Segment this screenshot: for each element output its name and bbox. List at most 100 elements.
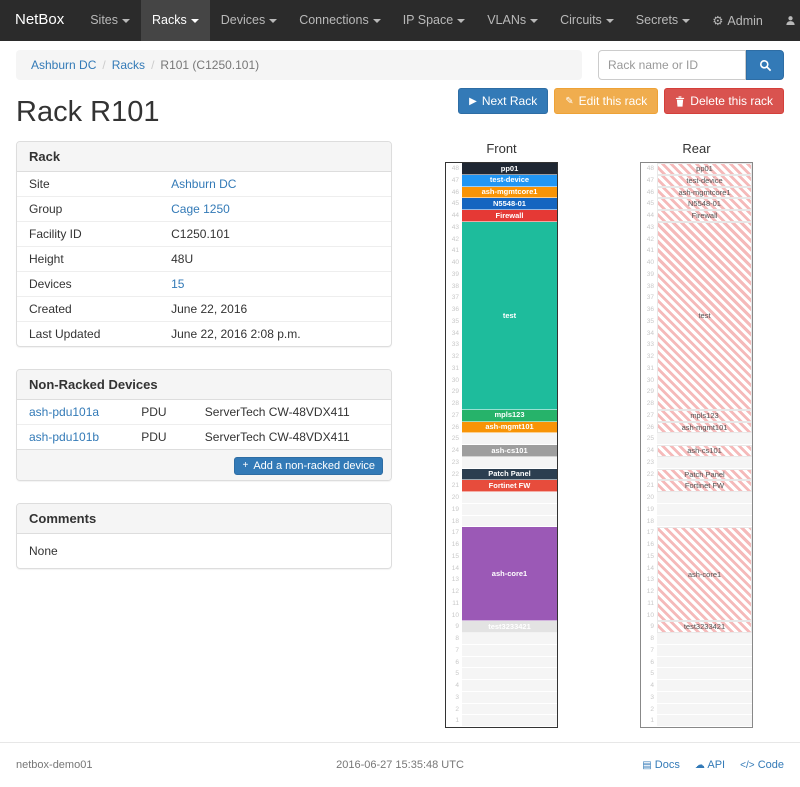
nav-item-racks[interactable]: Racks	[141, 0, 210, 41]
nav-item-vlans[interactable]: VLANs	[476, 0, 549, 41]
rack-device-ash-mgmt101[interactable]: ash-mgmt101	[462, 422, 557, 434]
unit-number: 32	[446, 351, 462, 363]
rack-device-firewall[interactable]: Firewall	[657, 210, 752, 222]
nav-item-label: Secrets	[636, 13, 678, 27]
unit-number: 25	[446, 433, 462, 445]
add-non-racked-button[interactable]: + Add a non-racked device	[234, 457, 383, 475]
gear-icon: ⚙	[712, 13, 723, 28]
caret-down-icon	[373, 19, 381, 23]
unit-number: 16	[446, 539, 462, 551]
rack-device-test-device[interactable]: test-device	[657, 175, 752, 187]
attr-value-link[interactable]: Cage 1250	[171, 202, 230, 216]
page-title: Rack R101	[16, 96, 458, 129]
nav-item-label: VLANs	[487, 13, 526, 27]
nav-item-secrets[interactable]: Secrets	[625, 0, 701, 41]
timestamp: 2016-06-27 15:35:48 UTC	[216, 759, 584, 771]
unit-number: 2	[641, 704, 657, 716]
unit-number: 29	[641, 386, 657, 398]
attr-value-link[interactable]: 15	[171, 277, 184, 291]
attr-value: C1250.101	[159, 222, 391, 247]
nav-item-circuits[interactable]: Circuits	[549, 0, 625, 41]
brand[interactable]: NetBox	[0, 0, 79, 41]
docs-link[interactable]: ▤ Docs	[642, 759, 680, 771]
breadcrumb-item-r101-c1250-101-: R101 (C1250.101)	[160, 58, 259, 72]
caret-down-icon	[682, 19, 690, 23]
unit-number: 20	[641, 492, 657, 504]
empty-unit	[462, 692, 557, 704]
rack-device-fortinet-fw[interactable]: Fortinet FW	[657, 480, 752, 492]
unit-number: 12	[446, 586, 462, 598]
delete-rack-button[interactable]: Delete this rack	[664, 88, 784, 114]
code-link[interactable]: </> Code	[740, 759, 784, 771]
rack-device-mpls123[interactable]: mpls123	[657, 410, 752, 422]
rack-device-firewall[interactable]: Firewall	[462, 210, 557, 222]
footer: netbox-demo01 2016-06-27 15:35:48 UTC ▤ …	[0, 742, 800, 787]
rack-device-patch-panel[interactable]: Patch Panel	[462, 469, 557, 481]
device-link[interactable]: ash-pdu101b	[29, 430, 99, 444]
nav-item-sites[interactable]: Sites	[79, 0, 141, 41]
edit-rack-button[interactable]: ✎ Edit this rack	[554, 88, 658, 114]
search-input[interactable]	[598, 50, 746, 80]
profile-link[interactable]: Profile	[774, 0, 800, 41]
rack-device-ash-core1[interactable]: ash-core1	[657, 527, 752, 621]
rack-device-test3233421[interactable]: test3233421	[657, 621, 752, 633]
rack-device-pp01[interactable]: pp01	[462, 163, 557, 175]
unit-number: 36	[446, 304, 462, 316]
rack-device-ash-mgmtcore1[interactable]: ash-mgmtcore1	[462, 187, 557, 199]
attr-value: June 22, 2016	[159, 297, 391, 322]
attr-value-link[interactable]: Ashburn DC	[171, 177, 236, 191]
unit-number: 24	[641, 445, 657, 457]
non-racked-footer: + Add a non-racked device	[17, 449, 391, 480]
breadcrumb-item-ashburn-dc[interactable]: Ashburn DC	[31, 58, 96, 72]
unit-number: 33	[641, 339, 657, 351]
rack-device-mpls123[interactable]: mpls123	[462, 410, 557, 422]
attr-label: Group	[17, 197, 159, 222]
rack-device-ash-mgmt101[interactable]: ash-mgmt101	[657, 422, 752, 434]
unit-number: 34	[641, 328, 657, 340]
attr-label: Devices	[17, 272, 159, 297]
rack-device-patch-panel[interactable]: Patch Panel	[657, 469, 752, 481]
unit-number: 29	[446, 386, 462, 398]
rack-device-test[interactable]: test	[657, 222, 752, 410]
rack-device-test3233421[interactable]: test3233421	[462, 621, 557, 633]
breadcrumb: Ashburn DC/Racks/R101 (C1250.101)	[16, 50, 582, 80]
unit-number: 33	[446, 339, 462, 351]
rack-device-ash-cs101[interactable]: ash-cs101	[462, 445, 557, 457]
api-link[interactable]: ☁ API	[695, 759, 725, 771]
next-rack-button[interactable]: ▶ Next Rack	[458, 88, 548, 114]
rack-device-test-device[interactable]: test-device	[462, 175, 557, 187]
unit-number: 42	[446, 234, 462, 246]
nav-item-connections[interactable]: Connections	[288, 0, 392, 41]
unit-number: 18	[641, 516, 657, 528]
unit-number: 23	[641, 457, 657, 469]
nav-item-ip-space[interactable]: IP Space	[392, 0, 477, 41]
unit-number: 17	[446, 527, 462, 539]
rack-device-ash-cs101[interactable]: ash-cs101	[657, 445, 752, 457]
admin-link[interactable]: ⚙ Admin	[701, 0, 774, 41]
rack-device-n5548-01[interactable]: N5548-01	[462, 198, 557, 210]
device-link[interactable]: ash-pdu101a	[29, 405, 99, 419]
rack-device-pp01[interactable]: pp01	[657, 163, 752, 175]
attr-value: June 22, 2016 2:08 p.m.	[159, 322, 391, 347]
rack-device-fortinet-fw[interactable]: Fortinet FW	[462, 480, 557, 492]
rack-device-ash-mgmtcore1[interactable]: ash-mgmtcore1	[657, 187, 752, 199]
unit-number: 27	[641, 410, 657, 422]
rack-device-ash-core1[interactable]: ash-core1	[462, 527, 557, 621]
rack-device-test[interactable]: test	[462, 222, 557, 410]
breadcrumb-item-racks[interactable]: Racks	[112, 58, 145, 72]
unit-number: 48	[641, 163, 657, 175]
topbar: Ashburn DC/Racks/R101 (C1250.101)	[0, 41, 800, 86]
search-button[interactable]	[746, 50, 784, 80]
rack-device-n5548-01[interactable]: N5548-01	[657, 198, 752, 210]
nav-item-devices[interactable]: Devices	[210, 0, 288, 41]
unit-number: 44	[446, 210, 462, 222]
unit-number: 6	[641, 657, 657, 669]
edit-rack-label: Edit this rack	[579, 94, 648, 108]
